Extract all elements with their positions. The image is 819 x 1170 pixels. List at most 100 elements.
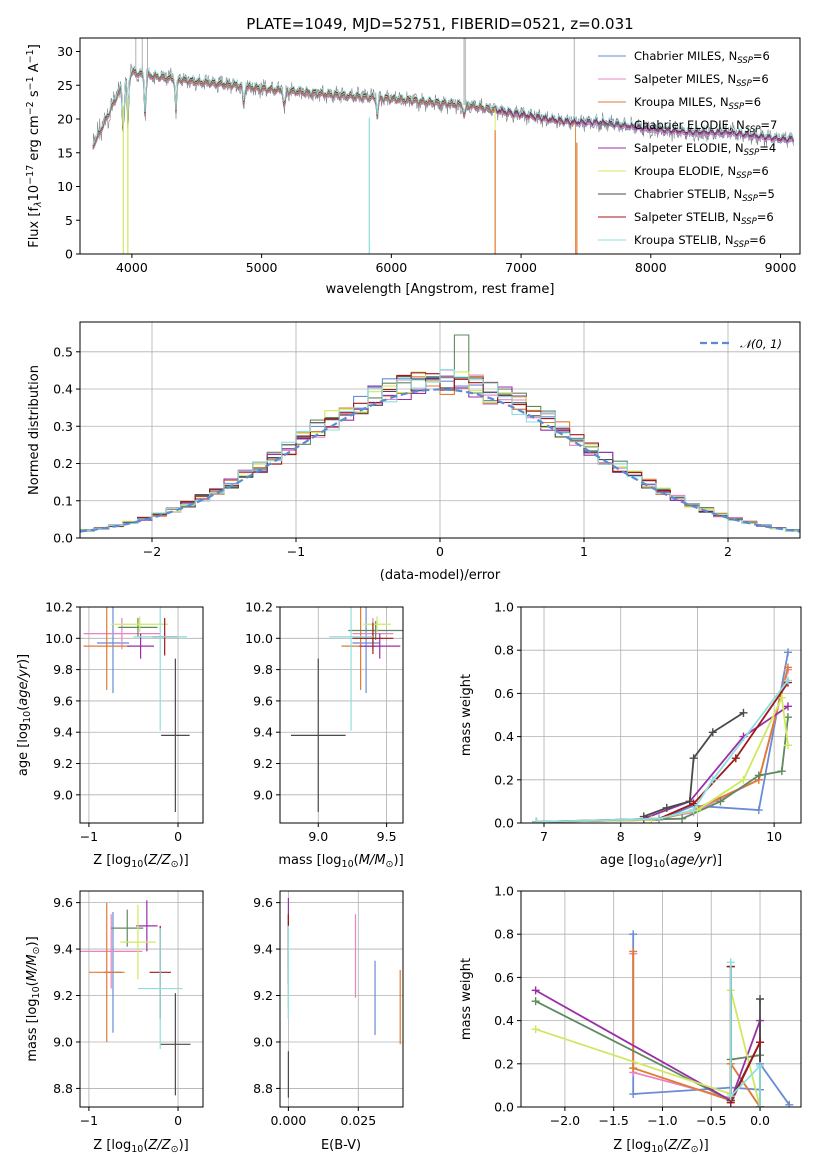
mass-weight-point-marker [726,958,735,967]
legend-model-name: Salpeter STELIB, N [634,210,741,224]
y-tick-label: 15 [57,145,73,160]
y-tick-label: 0 [65,247,73,262]
x-tick-label: −1 [80,829,98,844]
mass-weight-point-marker [731,754,740,763]
y-tick-label: 9.4 [253,725,273,740]
legend-subscript: SSP [736,171,752,181]
y-tick-label: 9.2 [253,988,273,1003]
label-part: A [27,63,42,76]
label-part: )] [16,654,31,664]
x-axis-label: mass [log10(M/M⊙)] [278,853,403,870]
legend-entry: Kroupa STELIB, NSSP=6 [634,233,766,250]
y-axis-label: mass weight [459,674,474,756]
label-part: )] [179,853,189,868]
legend-nssp-value: =6 [744,95,761,109]
mass-weight-series-line [536,682,789,823]
y-tick-label: 9.4 [253,942,273,957]
label-part: ⊙ [691,1144,699,1155]
legend-entry: Chabrier ELODIE, NSSP=7 [634,118,777,135]
label-part: ( [663,1138,668,1153]
y-axis-label: mass [log10(M/M⊙)] [25,936,42,1061]
mass-weight-point-marker [754,806,763,815]
model-spectrum-line [92,68,496,254]
normal-reference-curve [80,388,800,533]
label-part: λ [33,201,44,208]
legend-entry: Salpeter MILES, NSSP=6 [634,72,769,89]
mass-weight-point-marker [689,754,698,763]
legend-entry: Kroupa MILES, NSSP=6 [634,95,761,112]
label-part: Z [log [613,1138,651,1153]
mass-weight-point-marker [678,814,687,823]
y-tick-label: 9.8 [53,662,73,677]
label-part: 10 [131,1144,143,1155]
label-part: 10 [31,986,42,998]
y-axis-label: Normed distribution [27,365,42,495]
y-tick-label: 9.6 [53,693,73,708]
y-tick-label: 0.2 [53,456,73,471]
label-part: M/M [25,954,40,981]
x-tick-label: 9.5 [377,829,397,844]
y-tick-label: 10.0 [245,631,273,646]
y-tick-label: 0.3 [53,419,73,434]
x-tick-label: 0.025 [340,1113,376,1128]
y-tick-label: 8.8 [253,1081,273,1096]
legend-nssp-value: =6 [752,72,769,86]
label-part: Z/Z [147,853,171,868]
x-tick-label: 0 [436,544,444,559]
y-tick-label: 9.8 [253,662,273,677]
y-tick-label: 9.0 [253,787,273,802]
label-part: Z [log [93,1138,131,1153]
x-axis-label: (data-model)/error [380,568,501,583]
x-tick-label: 0 [174,1113,182,1128]
y-tick-label: 0.8 [494,927,514,942]
label-part: Z/Z [667,1138,691,1153]
legend-subscript: SSP [744,148,760,158]
mass-weight-point-marker [739,708,748,717]
x-axis-label: Z [log10(Z/Z⊙)] [93,1138,188,1155]
y-tick-label: 9.6 [253,693,273,708]
mass-weight-point-marker [783,663,792,672]
mass-weight-point-marker [785,1100,794,1107]
label-part: ( [143,1138,148,1153]
y-tick-label: 0.2 [494,1056,514,1071]
legend-entry: Chabrier STELIB, NSSP=5 [634,187,775,204]
label-part: )] [394,853,404,868]
plot-frame [79,606,204,824]
label-part: age/yr [670,853,713,868]
y-tick-label: 20 [57,112,73,127]
label-part: 10 [653,859,665,870]
label-part: 10 [131,859,143,870]
mass-weight-point-marker [708,775,717,784]
mass-weight-point-marker [783,713,792,722]
x-axis-label: wavelength [Angstrom, rest frame] [326,282,555,297]
y-tick-label: 0.0 [494,1100,514,1115]
mass-weight-vs-metallicity-panel: −2.0 −1.5 −1.0 −0.5 0.0 0.0 0.2 0.4 0.6 0.8 1.0 mas… [459,884,802,1155]
plot-frame [279,606,404,824]
y-axis-label: age [log10(age/yr)] [16,654,33,776]
legend-model-name: Chabrier STELIB, N [634,187,742,201]
legend-nssp-value: =6 [753,49,770,63]
x-tick-label: 9.0 [308,829,328,844]
y-tick-label: 1.0 [494,884,514,899]
plot-frame [79,321,801,539]
plot-frame [520,890,802,1108]
y-tick-label: 9.6 [53,895,73,910]
x-tick-label: 7 [540,829,548,844]
legend-nssp-value: =6 [752,164,769,178]
x-tick-label: 0.000 [270,1113,306,1128]
x-tick-label: 9000 [765,260,797,275]
legend-nssp-value: =6 [749,233,766,247]
label-part: −1 [25,76,36,90]
y-tick-label: 8.8 [53,1081,73,1096]
mass-weight-point-marker [783,741,792,750]
age-vs-mass-panel: 9.0 9.5 9.0 9.2 9.4 9.6 9.8 10.0 10.2 mass [log10… [245,600,404,871]
mass-weight-vs-age-panel: 7 8 9 10 0.0 0.2 0.4 0.6 0.8 1.0 mass weight age [l… [459,600,802,870]
y-tick-label: 9.6 [253,895,273,910]
legend-entry: Salpeter ELODIE, NSSP=4 [634,141,776,158]
label-part: −17 [25,165,36,185]
label-part: Flux [f [27,207,42,248]
mass-vs-metallicity-panel: −1 08.89.09.29.49.6Z [log10(Z/Z⊙)]mass [l… [25,890,204,1155]
mass-weight-point-marker [726,1092,735,1101]
x-tick-label: 8 [617,829,625,844]
mass-vs-extinction-panel: 0.000 0.025 8.8 9.0 9.2 9.4 9.6 E(B-V) [253,890,404,1153]
